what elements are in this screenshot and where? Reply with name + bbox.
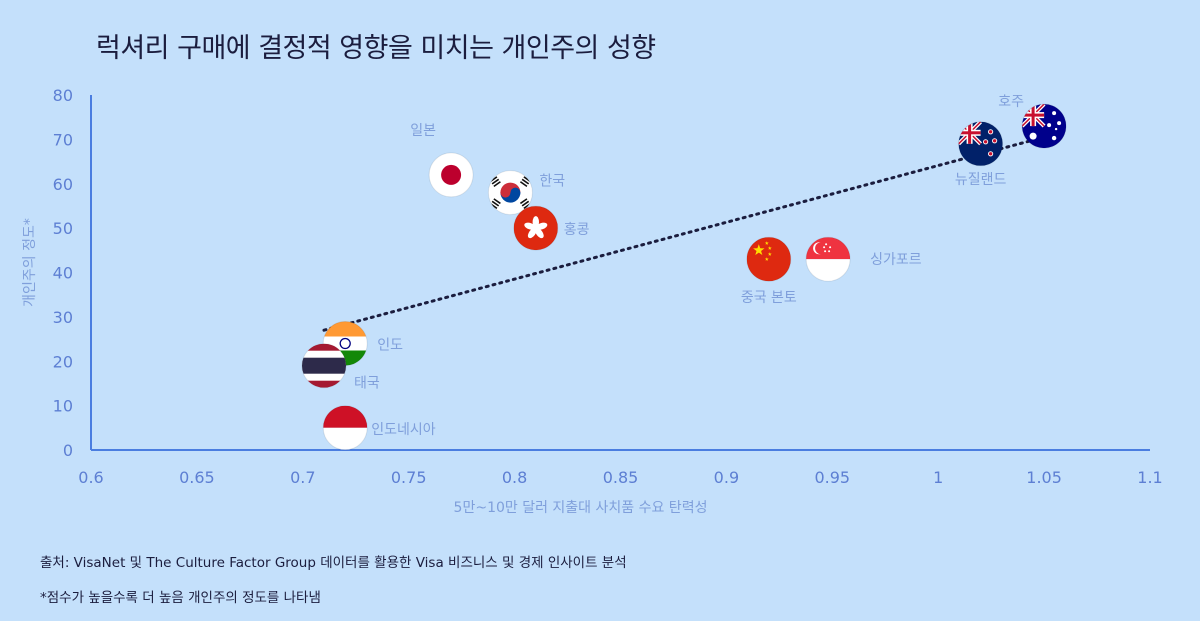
trendline-group — [322, 135, 1046, 332]
point-label: 홍콩 — [564, 222, 590, 238]
x-tick-label: 1 — [933, 468, 943, 487]
x-tick-label: 0.95 — [814, 468, 850, 487]
point-label: 인도네시아 — [371, 422, 436, 438]
axes: 0.6 0.65 0.7 0.75 0.8 0.85 0.9 0.95 1 1.05 1.1 0 10 2… — [22, 86, 1163, 516]
point-label: 뉴질랜드 — [955, 172, 1007, 188]
china-flag-icon — [746, 236, 792, 282]
x-tick-label: 1.05 — [1026, 468, 1062, 487]
japan-flag-icon — [428, 152, 474, 198]
scatter-point: 한국 — [487, 170, 565, 216]
scatter-point: 뉴질랜드 — [955, 121, 1007, 188]
x-tick-label: 1.1 — [1137, 468, 1162, 487]
point-label: 한국 — [539, 174, 565, 190]
x-tick-label: 0.85 — [603, 468, 639, 487]
x-tick-label: 0.8 — [502, 468, 527, 487]
y-tick-label: 40 — [53, 264, 73, 283]
hong-kong-flag-icon — [513, 205, 559, 251]
x-tick-label: 0.65 — [179, 468, 215, 487]
point-label: 중국 본토 — [741, 290, 797, 306]
scatter-point: 홍콩 — [513, 205, 590, 251]
point-label: 호주 — [998, 94, 1024, 110]
x-tick-label: 0.9 — [714, 468, 739, 487]
scatter-point: 태국 — [301, 343, 380, 392]
y-tick-label: 50 — [53, 219, 73, 238]
australia-flag-icon — [1021, 103, 1067, 149]
x-tick-label: 0.75 — [391, 468, 427, 487]
thailand-flag-icon — [301, 343, 347, 389]
point-label: 인도 — [377, 338, 403, 354]
x-tick-label: 0.6 — [78, 468, 103, 487]
south-korea-flag-icon — [487, 170, 533, 216]
y-axis-title: 개인주의 정도* — [22, 218, 38, 307]
scatter-point: 중국 본토 — [741, 236, 797, 306]
y-tick-label: 20 — [53, 352, 73, 371]
indonesia-flag-icon — [322, 405, 368, 451]
footnote: *점수가 높을수록 더 높음 개인주의 정도를 나타냄 — [40, 590, 321, 606]
y-tick-label: 10 — [53, 397, 73, 416]
point-label: 태국 — [354, 376, 380, 392]
y-tick-label: 80 — [53, 86, 73, 105]
y-tick-label: 30 — [53, 308, 73, 327]
point-label: 싱가포르 — [870, 252, 922, 268]
y-tick-label: 60 — [53, 175, 73, 194]
x-axis-title: 5만~10만 달러 지출대 사치품 수요 탄력성 — [454, 500, 708, 516]
x-tick-label: 0.7 — [290, 468, 315, 487]
scatter-point: 일본 — [410, 123, 474, 198]
chart-title: 럭셔리 구매에 결정적 영향을 미치는 개인주의 성향 — [96, 33, 656, 64]
point-label: 일본 — [410, 123, 436, 139]
scatter-point: 싱가포르 — [805, 236, 922, 282]
y-tick-label: 0 — [63, 441, 73, 460]
scatter-point: 호주 — [998, 94, 1067, 149]
source-note: 출처: VisaNet 및 The Culture Factor Group 데… — [40, 555, 627, 571]
new-zealand-flag-icon — [958, 121, 1004, 167]
scatter-point: 인도네시아 — [322, 405, 436, 451]
trendline — [322, 135, 1046, 332]
y-tick-label: 70 — [53, 130, 73, 149]
singapore-flag-icon — [805, 236, 851, 282]
